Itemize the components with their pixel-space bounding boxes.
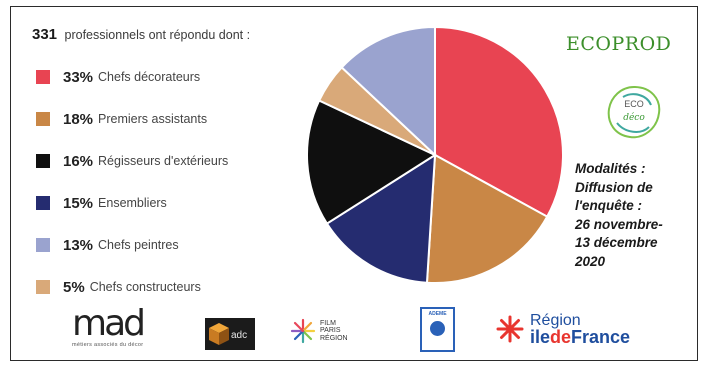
legend-percent: 15% [63, 194, 94, 212]
mad-logo: mad métiers associés du décor [72, 303, 146, 349]
legend-item: 18% Premiers assistants [36, 108, 207, 130]
adc-cube-icon [209, 323, 229, 345]
ademe-logo: ADEME [420, 307, 455, 352]
modalites-note: Modalités : Diffusion de l'enquête : 26 … [575, 161, 663, 269]
legend-item: 5% Chefs constructeurs [36, 276, 201, 298]
film-logo-text: FILM PARIS RÉGION [320, 319, 348, 342]
headline-text: professionnels ont répondu dont : [64, 28, 251, 42]
legend-item: 33% Chefs décorateurs [36, 66, 200, 88]
respondent-count: 331 [32, 26, 58, 43]
eco-deco-logo: ECO déco [607, 85, 661, 139]
legend-item: 13% Chefs peintres [36, 234, 179, 256]
mad-logo-text: mad [72, 303, 146, 344]
legend-label: Ensembliers [98, 196, 167, 210]
legend-item: 16% Régisseurs d'extérieurs [36, 150, 228, 172]
legend-percent: 13% [63, 236, 94, 254]
legend-swatch [36, 112, 50, 126]
ademe-globe-icon [430, 321, 445, 336]
pie-slice-ensembliers [325, 153, 437, 284]
ecoprod-logo-text: ECOPROD [566, 33, 672, 55]
ecoprod-logo: ECOPROD [566, 33, 671, 55]
legend-swatch [36, 154, 50, 168]
legend-label: Chefs peintres [98, 238, 179, 252]
legend-swatch [36, 70, 50, 84]
pie-slice-r-gisseurs-d-ext-rieurs [306, 99, 438, 225]
mad-logo-subtitle: métiers associés du décor [72, 342, 144, 348]
pie-slice-premiers-assistants [425, 153, 549, 284]
legend-percent: 16% [63, 152, 94, 170]
legend-percent: 5% [63, 278, 85, 296]
legend-percent: 33% [63, 68, 94, 86]
legend-percent: 18% [63, 110, 94, 128]
legend-label: Chefs décorateurs [98, 70, 201, 84]
ademe-logo-text: ADEME [428, 311, 447, 317]
legend-swatch [36, 238, 50, 252]
region-idf-logo: Région iledeFrance [496, 312, 630, 346]
legend-swatch [36, 196, 50, 210]
film-paris-region-logo: FILM PARIS RÉGION [290, 318, 348, 344]
legend-label: Premiers assistants [98, 112, 208, 126]
pie-slice-chefs-peintres [340, 25, 436, 158]
legend-item: 15% Ensembliers [36, 192, 167, 214]
region-logo-line2: iledeFrance [530, 327, 631, 347]
region-logo-line1: Région [530, 312, 581, 329]
eco-deco-text: ECO [624, 99, 644, 109]
legend-swatch [36, 280, 50, 294]
svg-text:déco: déco [623, 112, 645, 123]
survey-headline: 331 professionnels ont répondu dont : [32, 26, 250, 43]
legend-label: Chefs constructeurs [89, 280, 201, 294]
legend-label: Régisseurs d'extérieurs [98, 154, 229, 168]
pie-slice-chefs-d-corateurs [434, 25, 564, 219]
starburst-icon [290, 318, 316, 344]
red-star-icon [496, 315, 524, 343]
adc-logo: adc [205, 318, 255, 350]
pie-chart [306, 25, 564, 284]
adc-logo-text: adc [231, 330, 248, 341]
